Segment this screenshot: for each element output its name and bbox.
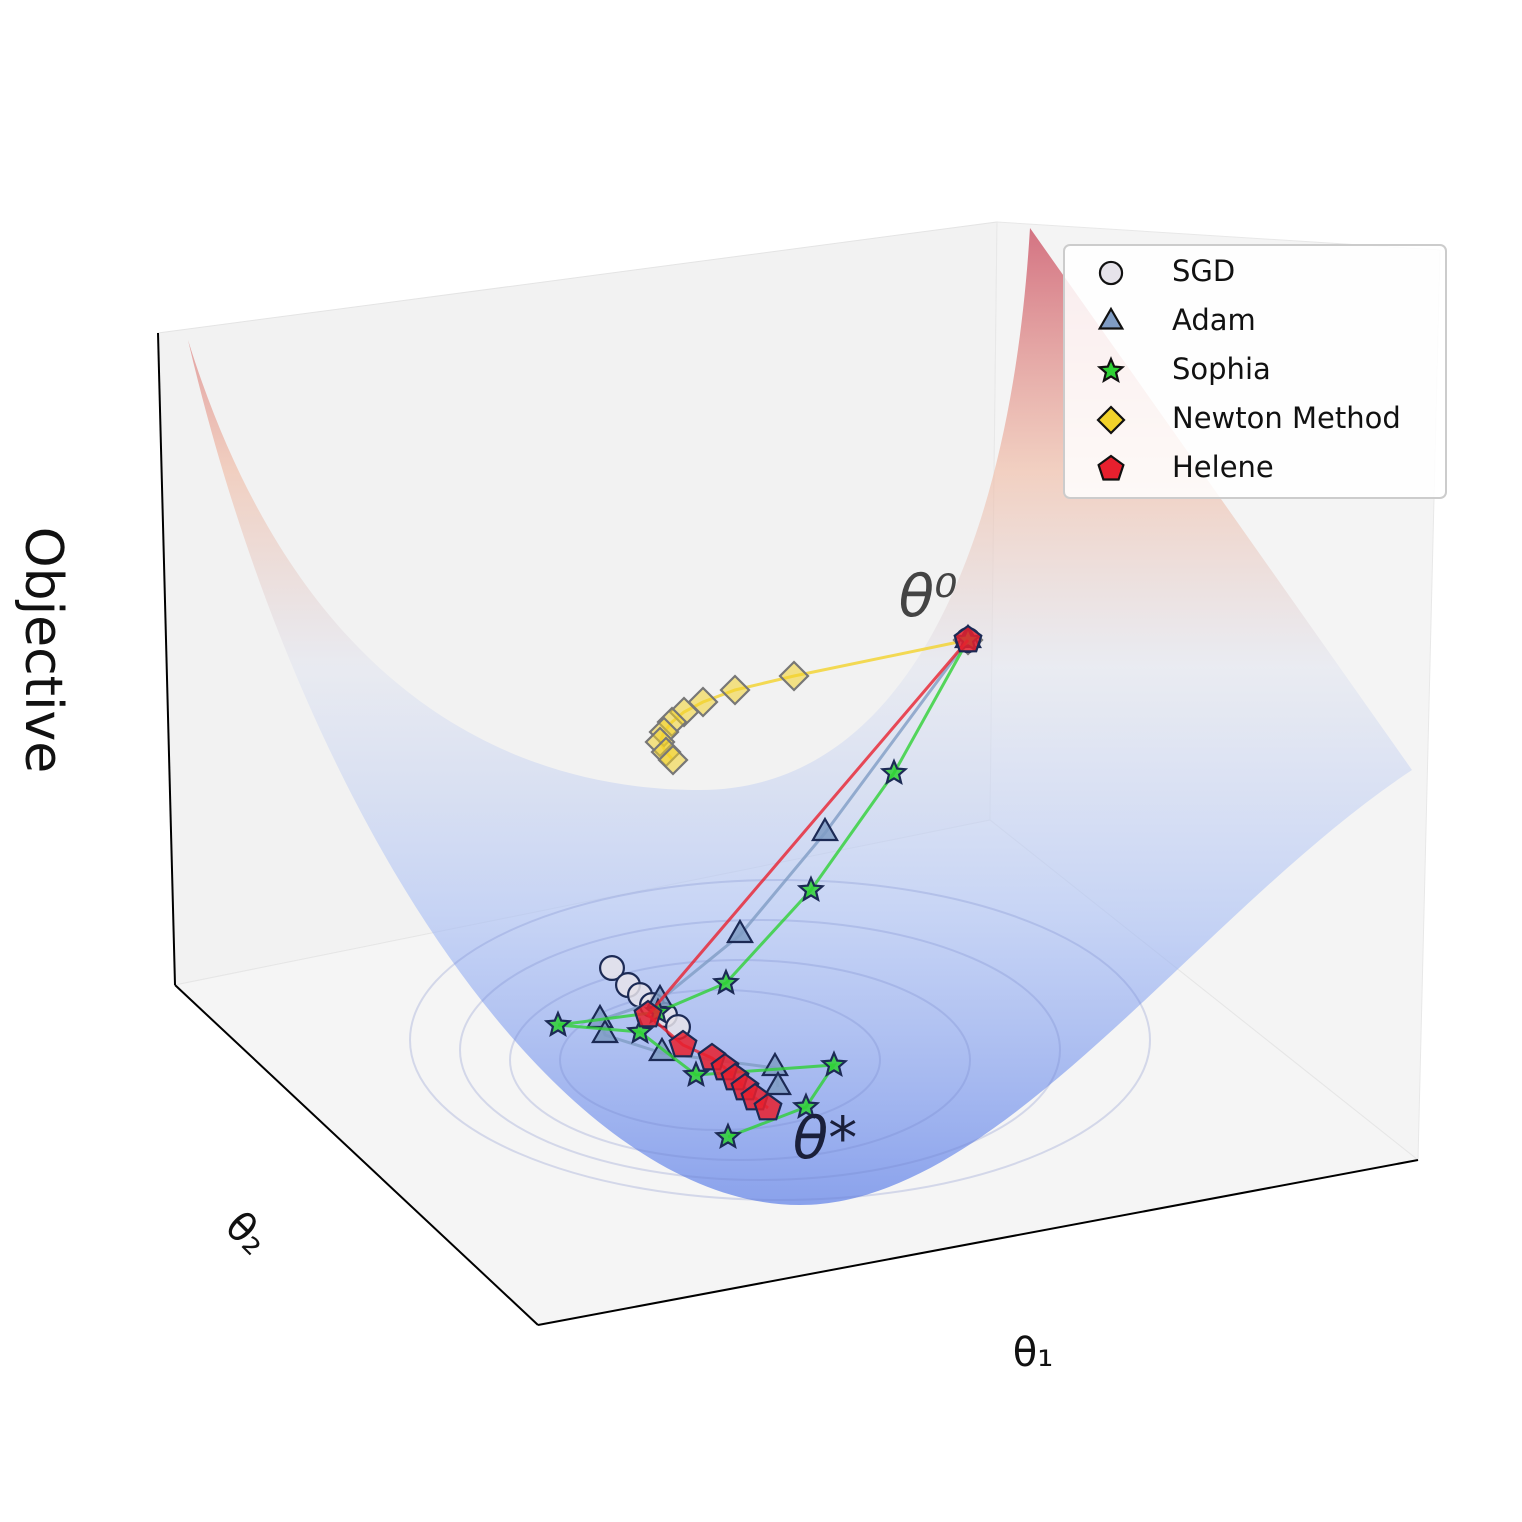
- marker: [810, 816, 840, 842]
- axis-z: [157, 332, 176, 986]
- z-axis-label: Objective: [13, 527, 73, 774]
- marker: [719, 674, 751, 706]
- legend-label: Newton Method: [1172, 401, 1401, 435]
- marker: [1097, 454, 1125, 481]
- marker: [1096, 405, 1126, 435]
- x-axis-label: θ₁: [1013, 1330, 1054, 1376]
- marker: [753, 1092, 783, 1121]
- marker: [713, 1122, 743, 1150]
- marker: [819, 1050, 849, 1078]
- legend-box: [1063, 244, 1447, 499]
- contours: [409, 879, 1151, 1201]
- marker: [953, 624, 983, 653]
- marker: [681, 1060, 711, 1088]
- axis-x: [537, 1159, 1419, 1326]
- marker: [879, 758, 909, 786]
- marker: [625, 1017, 655, 1045]
- marker: [725, 918, 755, 944]
- marker: [1097, 306, 1125, 330]
- annotation: θ⁰: [899, 562, 958, 630]
- marker: [657, 744, 689, 776]
- legend-label: Adam: [1172, 303, 1256, 337]
- marker: [1098, 260, 1124, 286]
- annotation: θ*: [793, 1104, 858, 1172]
- marker: [598, 954, 625, 981]
- legend: SGD Adam Sophia Newton Method Helene: [1096, 254, 1401, 484]
- marker: [763, 1070, 793, 1096]
- marker: [633, 999, 663, 1028]
- marker: [778, 660, 810, 692]
- marker: [791, 1092, 821, 1120]
- marker: [543, 1010, 573, 1038]
- legend-label: Sophia: [1172, 352, 1271, 386]
- trajectories: [543, 623, 984, 1150]
- marker: [1096, 356, 1126, 384]
- marker: [668, 1029, 698, 1058]
- legend-label: Helene: [1172, 450, 1274, 484]
- marker: [590, 1018, 620, 1044]
- marker: [796, 875, 826, 903]
- marker: [711, 968, 741, 996]
- axis-y: [174, 984, 539, 1326]
- legend-label: SGD: [1172, 254, 1235, 288]
- y-axis-label: θ₂: [216, 1203, 277, 1264]
